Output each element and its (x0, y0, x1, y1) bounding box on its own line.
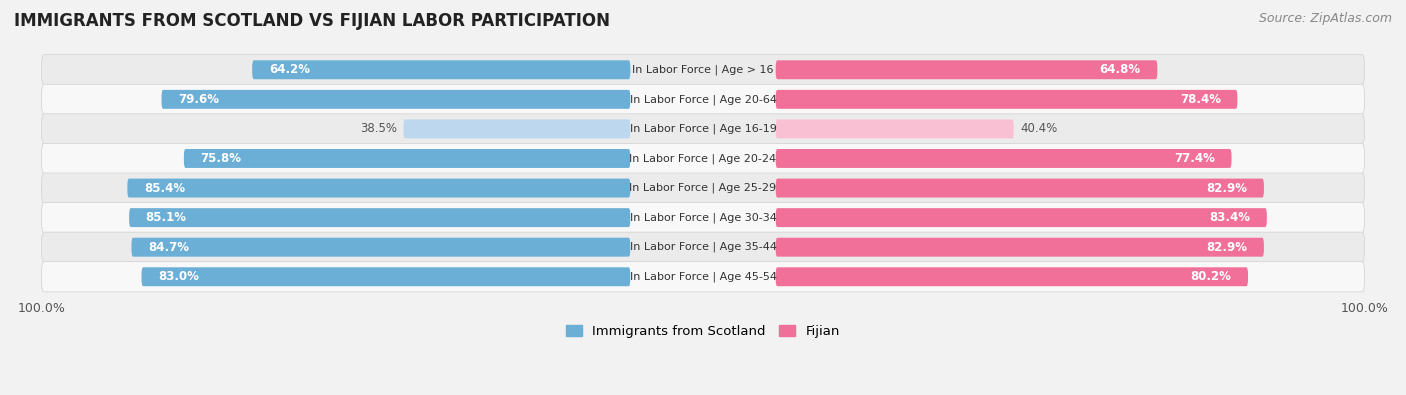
Text: 79.6%: 79.6% (179, 93, 219, 106)
Text: In Labor Force | Age 20-64: In Labor Force | Age 20-64 (630, 94, 776, 105)
FancyBboxPatch shape (404, 119, 630, 138)
FancyBboxPatch shape (252, 60, 630, 79)
FancyBboxPatch shape (142, 267, 630, 286)
FancyBboxPatch shape (776, 238, 1264, 257)
Text: In Labor Force | Age 45-54: In Labor Force | Age 45-54 (630, 271, 776, 282)
Text: In Labor Force | Age 20-24: In Labor Force | Age 20-24 (630, 153, 776, 164)
FancyBboxPatch shape (41, 232, 1365, 262)
FancyBboxPatch shape (776, 267, 1249, 286)
FancyBboxPatch shape (776, 60, 1157, 79)
Text: 82.9%: 82.9% (1206, 241, 1247, 254)
Text: 84.7%: 84.7% (148, 241, 188, 254)
FancyBboxPatch shape (776, 179, 1264, 198)
FancyBboxPatch shape (41, 143, 1365, 173)
Text: In Labor Force | Age 30-34: In Labor Force | Age 30-34 (630, 213, 776, 223)
FancyBboxPatch shape (184, 149, 630, 168)
Text: Source: ZipAtlas.com: Source: ZipAtlas.com (1258, 12, 1392, 25)
FancyBboxPatch shape (129, 208, 630, 227)
FancyBboxPatch shape (41, 84, 1365, 115)
Text: 83.0%: 83.0% (157, 270, 200, 283)
FancyBboxPatch shape (776, 119, 1014, 138)
FancyBboxPatch shape (128, 179, 630, 198)
FancyBboxPatch shape (41, 114, 1365, 144)
FancyBboxPatch shape (41, 203, 1365, 233)
FancyBboxPatch shape (41, 55, 1365, 85)
Text: 82.9%: 82.9% (1206, 182, 1247, 195)
Legend: Immigrants from Scotland, Fijian: Immigrants from Scotland, Fijian (561, 320, 845, 343)
Text: In Labor Force | Age 25-29: In Labor Force | Age 25-29 (630, 183, 776, 193)
FancyBboxPatch shape (132, 238, 630, 257)
FancyBboxPatch shape (776, 208, 1267, 227)
Text: In Labor Force | Age > 16: In Labor Force | Age > 16 (633, 64, 773, 75)
FancyBboxPatch shape (162, 90, 630, 109)
Text: 83.4%: 83.4% (1209, 211, 1250, 224)
Text: 64.2%: 64.2% (269, 63, 309, 76)
FancyBboxPatch shape (776, 90, 1237, 109)
FancyBboxPatch shape (41, 173, 1365, 203)
FancyBboxPatch shape (41, 261, 1365, 292)
Text: 80.2%: 80.2% (1191, 270, 1232, 283)
Text: 85.1%: 85.1% (146, 211, 187, 224)
Text: 40.4%: 40.4% (1021, 122, 1057, 135)
Text: In Labor Force | Age 35-44: In Labor Force | Age 35-44 (630, 242, 776, 252)
Text: In Labor Force | Age 16-19: In Labor Force | Age 16-19 (630, 124, 776, 134)
Text: 64.8%: 64.8% (1099, 63, 1140, 76)
Text: 77.4%: 77.4% (1174, 152, 1215, 165)
Text: IMMIGRANTS FROM SCOTLAND VS FIJIAN LABOR PARTICIPATION: IMMIGRANTS FROM SCOTLAND VS FIJIAN LABOR… (14, 12, 610, 30)
Text: 85.4%: 85.4% (143, 182, 186, 195)
Text: 75.8%: 75.8% (201, 152, 242, 165)
FancyBboxPatch shape (776, 149, 1232, 168)
Text: 38.5%: 38.5% (360, 122, 396, 135)
Text: 78.4%: 78.4% (1180, 93, 1220, 106)
